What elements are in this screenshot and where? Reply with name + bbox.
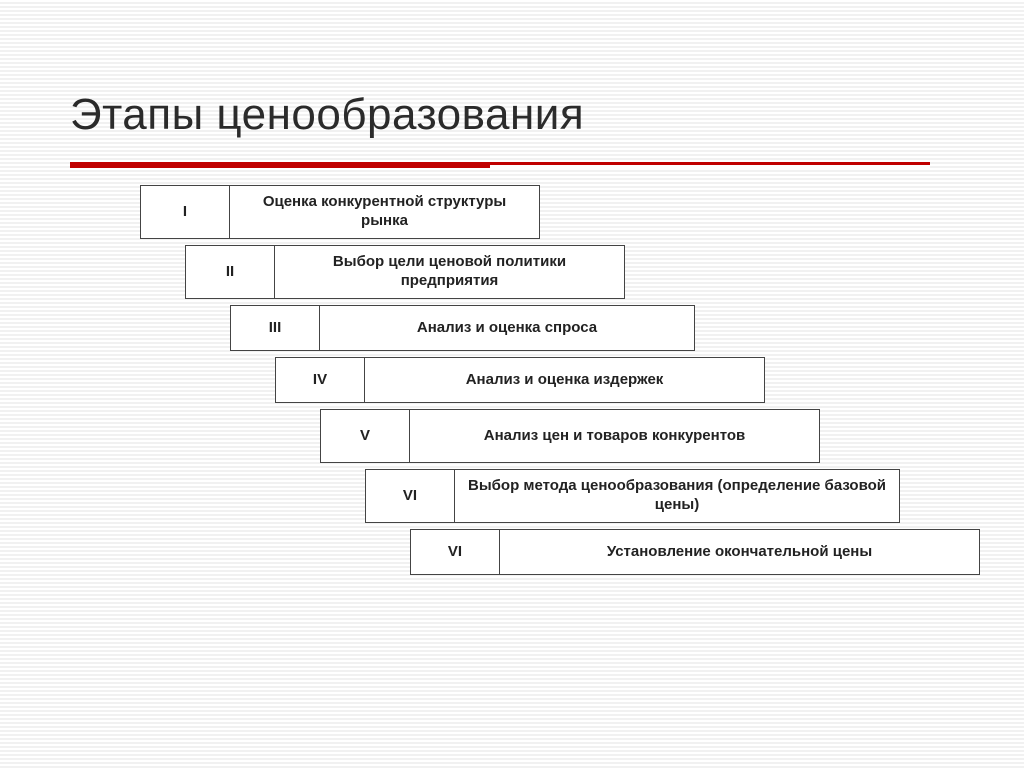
slide-title: Этапы ценообразования	[70, 90, 584, 140]
step-label: Оценка конкурентной структуры рынка	[230, 185, 540, 239]
step-number: II	[185, 245, 275, 299]
step-number: VI	[365, 469, 455, 523]
step-label: Анализ и оценка спроса	[320, 305, 695, 351]
step-label: Установление окончательной цены	[500, 529, 980, 575]
step-number: I	[140, 185, 230, 239]
step-number: IV	[275, 357, 365, 403]
step-row: VI Установление окончательной цены	[410, 529, 980, 575]
step-label: Выбор метода ценообразования (определени…	[455, 469, 900, 523]
step-row: II Выбор цели ценовой политики предприят…	[185, 245, 625, 299]
step-label: Анализ и оценка издержек	[365, 357, 765, 403]
step-number: VI	[410, 529, 500, 575]
step-number: V	[320, 409, 410, 463]
step-row: III Анализ и оценка спроса	[230, 305, 695, 351]
step-row: IV Анализ и оценка издержек	[275, 357, 765, 403]
step-row: VI Выбор метода ценообразования (определ…	[365, 469, 900, 523]
step-number: III	[230, 305, 320, 351]
step-label: Анализ цен и товаров конкурентов	[410, 409, 820, 463]
title-underline	[70, 162, 930, 168]
step-row: V Анализ цен и товаров конкурентов	[320, 409, 820, 463]
step-row: I Оценка конкурентной структуры рынка	[140, 185, 540, 239]
slide: Этапы ценообразования I Оценка конкурент…	[0, 0, 1024, 768]
step-label: Выбор цели ценовой политики предприятия	[275, 245, 625, 299]
